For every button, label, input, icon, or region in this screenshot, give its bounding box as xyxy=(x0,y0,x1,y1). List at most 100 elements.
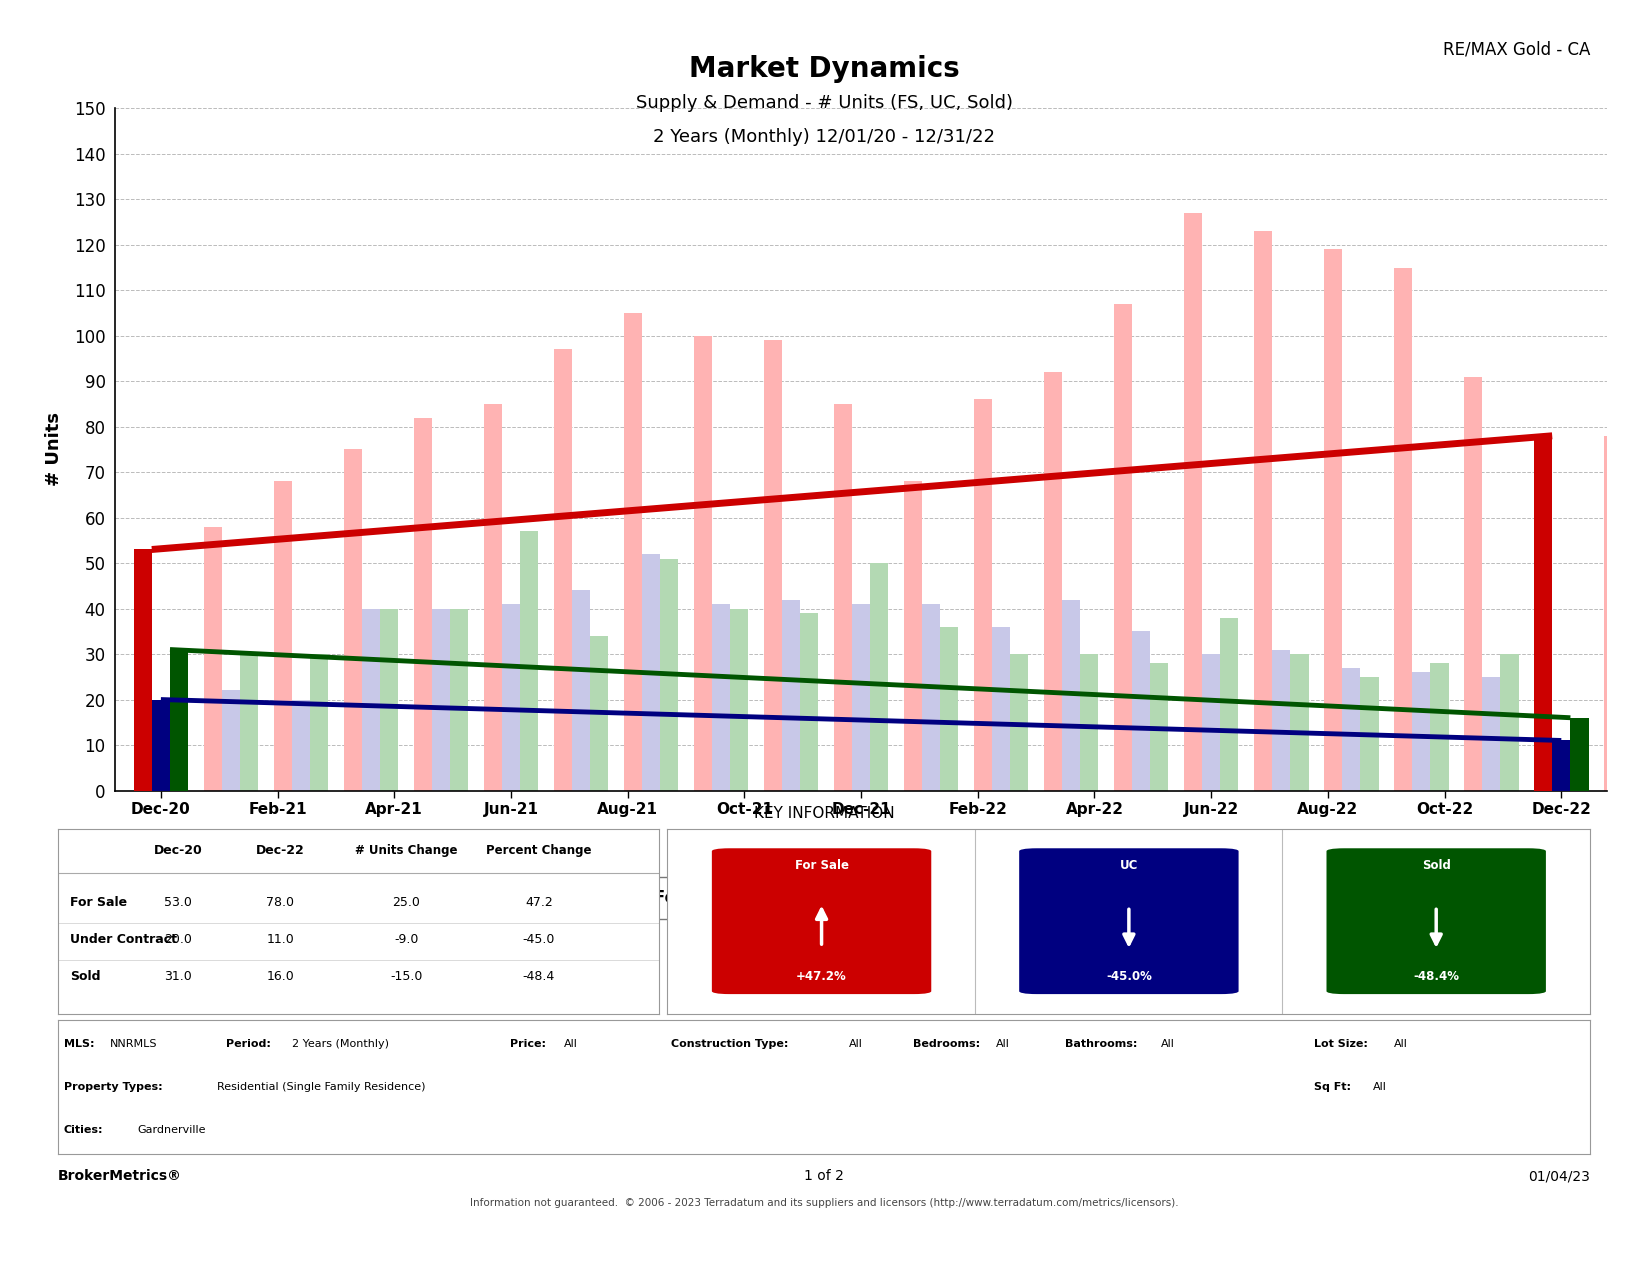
Bar xyxy=(643,555,661,790)
Text: MLS:: MLS: xyxy=(64,1039,94,1049)
Text: 2 Years (Monthly) 12/01/20 - 12/31/22: 2 Years (Monthly) 12/01/20 - 12/31/22 xyxy=(653,128,995,145)
Bar xyxy=(1640,718,1648,790)
Bar xyxy=(801,613,819,790)
Bar xyxy=(222,691,241,790)
Bar xyxy=(834,404,852,790)
Text: All: All xyxy=(564,1039,577,1049)
Text: For Sale: For Sale xyxy=(794,859,849,872)
Bar xyxy=(921,604,941,790)
Bar xyxy=(1290,654,1309,790)
Bar xyxy=(344,450,363,790)
Bar xyxy=(1150,663,1168,790)
Bar xyxy=(712,604,730,790)
Text: 01/04/23: 01/04/23 xyxy=(1528,1169,1590,1183)
Bar xyxy=(1341,668,1360,790)
Bar xyxy=(572,590,590,790)
Text: 11.0: 11.0 xyxy=(267,933,293,946)
Text: Sq Ft:: Sq Ft: xyxy=(1315,1082,1351,1091)
Text: Market Dynamics: Market Dynamics xyxy=(689,55,959,83)
FancyBboxPatch shape xyxy=(710,847,933,994)
Text: All: All xyxy=(849,1039,862,1049)
Text: 2 Years (Monthly): 2 Years (Monthly) xyxy=(292,1039,389,1049)
Bar xyxy=(974,399,992,790)
Text: Sold: Sold xyxy=(69,970,101,983)
Bar xyxy=(414,418,432,790)
Bar xyxy=(1323,250,1341,790)
Bar xyxy=(1552,741,1571,790)
Text: -15.0: -15.0 xyxy=(391,970,424,983)
Bar xyxy=(1220,617,1239,790)
Bar xyxy=(1183,213,1201,790)
Bar xyxy=(694,335,712,790)
Bar xyxy=(450,608,468,790)
Bar xyxy=(241,654,259,790)
Text: -45.0%: -45.0% xyxy=(1106,970,1152,983)
Bar xyxy=(1622,741,1640,790)
Text: # Units Change: # Units Change xyxy=(356,844,458,857)
Text: Percent Change: Percent Change xyxy=(486,844,592,857)
Bar xyxy=(432,608,450,790)
Bar xyxy=(730,608,748,790)
Text: Dec-22: Dec-22 xyxy=(255,844,305,857)
Bar xyxy=(133,550,152,790)
Bar xyxy=(590,636,608,790)
Bar xyxy=(763,340,781,790)
Bar xyxy=(152,700,170,790)
Text: 47.2: 47.2 xyxy=(526,896,552,909)
Bar xyxy=(310,654,328,790)
Bar xyxy=(1272,649,1290,790)
Bar xyxy=(1500,654,1518,790)
Bar xyxy=(554,349,572,790)
Bar xyxy=(781,599,801,790)
Text: Bedrooms:: Bedrooms: xyxy=(913,1039,981,1049)
Bar xyxy=(133,550,152,790)
Legend: For Sale, Under Contract, Sold: For Sale, Under Contract, Sold xyxy=(598,877,1065,919)
Text: All: All xyxy=(1373,1082,1386,1091)
Bar xyxy=(1571,718,1589,790)
Bar xyxy=(483,404,503,790)
Bar xyxy=(1430,663,1449,790)
Text: 53.0: 53.0 xyxy=(165,896,191,909)
Bar xyxy=(1360,677,1378,790)
Bar xyxy=(870,564,888,790)
Text: 16.0: 16.0 xyxy=(267,970,293,983)
Text: NNRMLS: NNRMLS xyxy=(110,1039,157,1049)
Text: Lot Size:: Lot Size: xyxy=(1315,1039,1368,1049)
Text: BrokerMetrics®: BrokerMetrics® xyxy=(58,1169,181,1183)
Text: 25.0: 25.0 xyxy=(392,896,420,909)
Bar xyxy=(661,558,679,790)
Y-axis label: # Units: # Units xyxy=(44,412,63,487)
Bar xyxy=(1201,654,1220,790)
FancyBboxPatch shape xyxy=(1018,847,1239,994)
Bar xyxy=(992,627,1010,790)
Text: Cities:: Cities: xyxy=(64,1125,104,1135)
Bar xyxy=(1254,231,1272,790)
Text: Residential (Single Family Residence): Residential (Single Family Residence) xyxy=(218,1082,425,1091)
Text: Construction Type:: Construction Type: xyxy=(671,1039,788,1049)
Text: All: All xyxy=(1394,1039,1407,1049)
Bar xyxy=(1412,672,1430,790)
Text: -48.4: -48.4 xyxy=(522,970,555,983)
Text: KEY INFORMATION: KEY INFORMATION xyxy=(753,806,895,821)
Text: Information not guaranteed.  © 2006 - 2023 Terradatum and its suppliers and lice: Information not guaranteed. © 2006 - 202… xyxy=(470,1198,1178,1209)
Text: For Sale: For Sale xyxy=(69,896,127,909)
Bar xyxy=(204,527,222,790)
Bar xyxy=(852,604,870,790)
Bar xyxy=(623,314,643,790)
Text: -45.0: -45.0 xyxy=(522,933,555,946)
Text: +47.2%: +47.2% xyxy=(796,970,847,983)
Bar xyxy=(1552,741,1571,790)
Bar xyxy=(1043,372,1061,790)
Text: Price:: Price: xyxy=(509,1039,545,1049)
Bar xyxy=(292,700,310,790)
Bar xyxy=(1394,268,1412,790)
Bar xyxy=(363,608,381,790)
Bar xyxy=(521,532,539,790)
Text: 20.0: 20.0 xyxy=(165,933,191,946)
Bar xyxy=(1114,303,1132,790)
Bar xyxy=(1534,436,1552,790)
FancyBboxPatch shape xyxy=(1325,847,1547,994)
Text: RE/MAX Gold - CA: RE/MAX Gold - CA xyxy=(1444,41,1590,59)
Bar xyxy=(1010,654,1028,790)
Bar xyxy=(170,649,188,790)
